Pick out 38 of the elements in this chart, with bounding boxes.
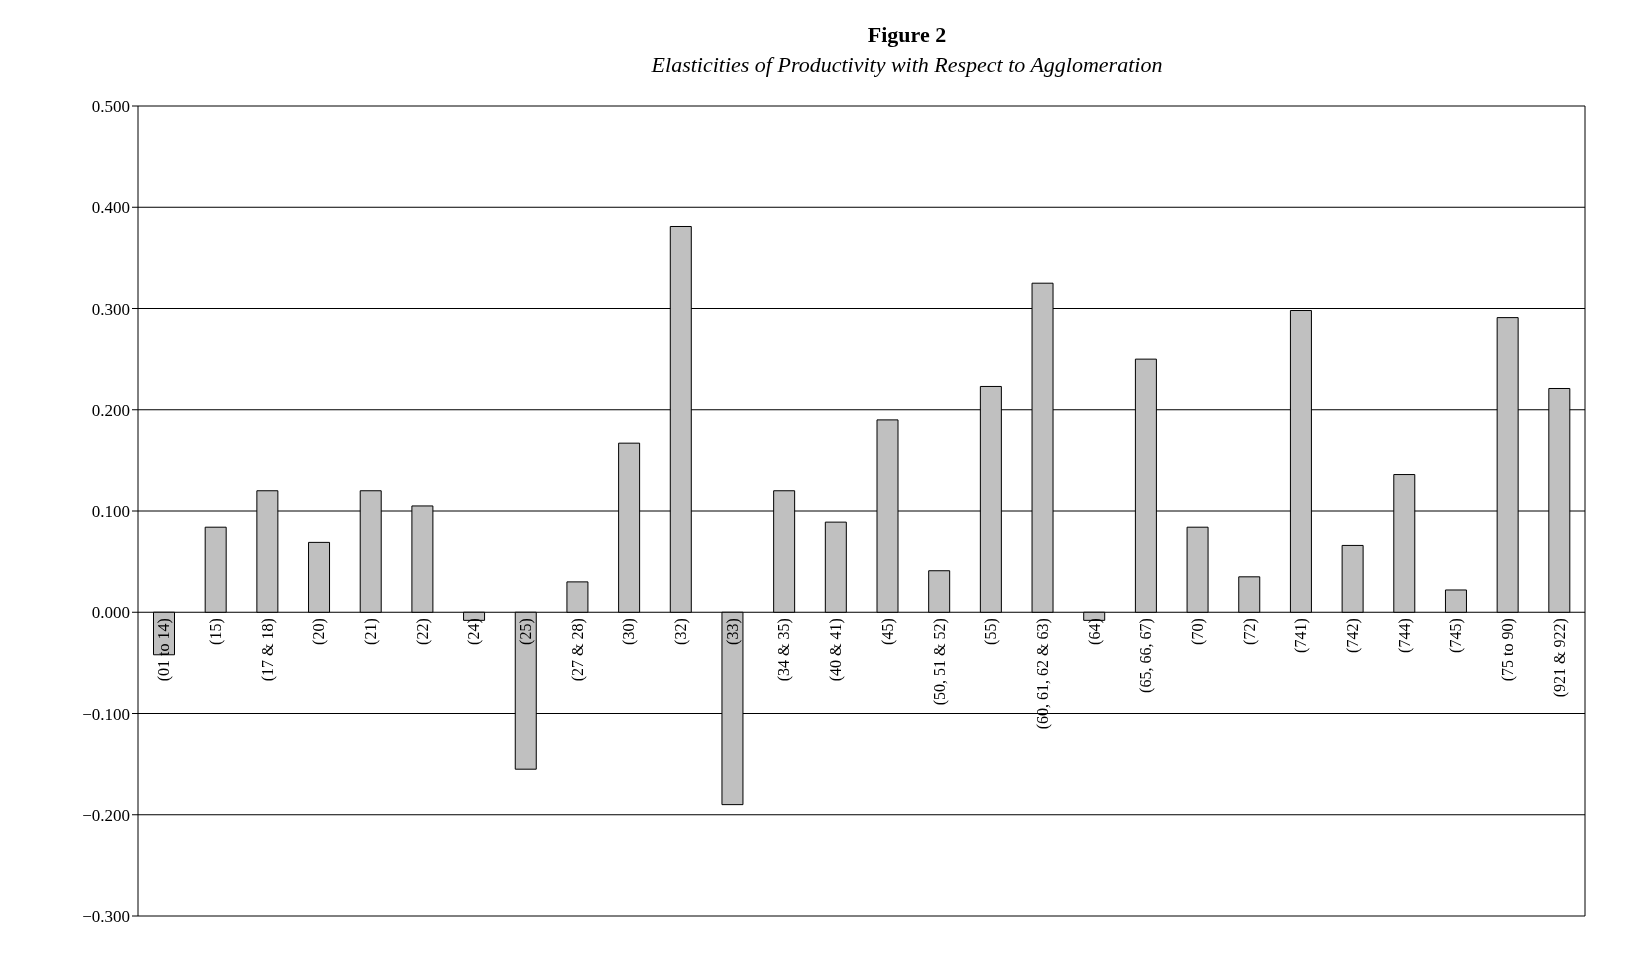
- x-tick-label: (741): [1292, 618, 1311, 653]
- x-tick-label: (24): [465, 618, 484, 645]
- x-tick-label: (50, 51 & 52): [930, 618, 949, 706]
- x-tick-label: (70): [1188, 618, 1207, 645]
- x-tick-label: (64): [1085, 618, 1104, 645]
- x-tick-label: (27 & 28): [568, 618, 587, 682]
- x-tick-label: (32): [672, 618, 691, 645]
- x-tick-label: (22): [413, 618, 432, 645]
- x-tick-label: (33): [723, 618, 742, 645]
- x-tick-label: (34 & 35): [775, 618, 794, 682]
- y-tick-label: 0.100: [91, 502, 130, 522]
- x-tick-label: (45): [878, 618, 897, 645]
- y-tick-label: −0.300: [82, 907, 130, 927]
- x-tick-label: (921 & 922): [1550, 618, 1569, 698]
- x-tick-label: (65, 66, 67): [1137, 618, 1156, 693]
- y-tick-label: 0.500: [91, 97, 130, 117]
- x-tick-label: (01 to 14): [155, 618, 174, 682]
- x-tick-label: (17 & 18): [258, 618, 277, 682]
- chart-subtitle: Elasticities of Productivity with Respect to Agglomeration: [650, 52, 1164, 78]
- x-tick-label: (72): [1240, 618, 1259, 645]
- y-tick-label: −0.200: [82, 805, 130, 825]
- y-tick-label: 0.000: [91, 603, 130, 623]
- x-tick-label: (40 & 41): [827, 618, 846, 682]
- x-tick-label: (21): [362, 618, 381, 645]
- x-tick-label: (15): [207, 618, 226, 645]
- y-tick-label: 0.400: [91, 198, 130, 218]
- y-tick-label: 0.200: [91, 400, 130, 420]
- x-tick-label: (75 to 90): [1498, 618, 1517, 682]
- x-tick-label: (745): [1447, 618, 1466, 653]
- y-tick-label: 0.300: [91, 299, 130, 319]
- y-tick-label: −0.100: [82, 704, 130, 724]
- chart-title: Figure 2: [866, 21, 948, 48]
- x-tick-label: (742): [1343, 618, 1362, 653]
- x-tick-label: (25): [517, 618, 536, 645]
- x-tick-label: (55): [982, 618, 1001, 645]
- x-tick-label: (20): [310, 618, 329, 645]
- x-tick-label: (30): [620, 618, 639, 645]
- x-tick-label: (744): [1395, 618, 1414, 653]
